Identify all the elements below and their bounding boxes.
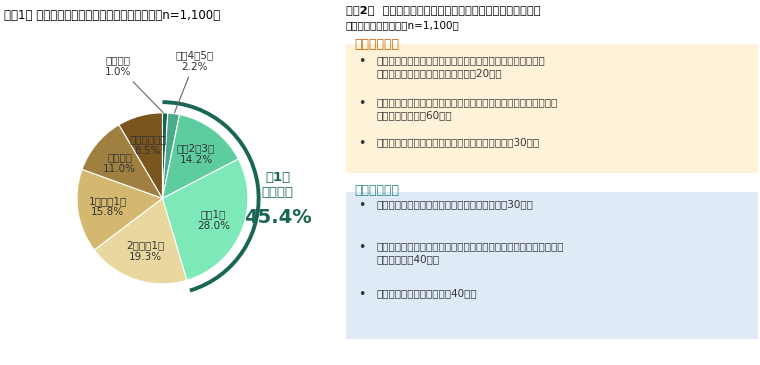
Text: （自由回答一部抜粋：n=1,100）: （自由回答一部抜粋：n=1,100） bbox=[346, 20, 460, 30]
Text: コロナ前は特に無かったが、コロナ後は、鍋を箸でつつく事が気に
なる。（男性40代）: コロナ前は特に無かったが、コロナ後は、鍋を箸でつつく事が気に なる。（男性40代… bbox=[377, 241, 565, 264]
Wedge shape bbox=[163, 113, 179, 198]
Text: ほぼ毎日
1.0%: ほぼ毎日 1.0% bbox=[105, 55, 163, 113]
Text: ＜図2＞  鍋料理を食べるときに楽しみなこと、気になること: ＜図2＞ 鍋料理を食べるときに楽しみなこと、気になること bbox=[346, 5, 540, 15]
Text: 週1回
以上・計: 週1回 以上・計 bbox=[262, 171, 294, 199]
Text: 気になること: 気になること bbox=[354, 184, 399, 197]
Wedge shape bbox=[77, 169, 163, 250]
Wedge shape bbox=[119, 113, 163, 198]
Text: •: • bbox=[358, 199, 366, 212]
Text: 楽しみなこと: 楽しみなこと bbox=[354, 38, 399, 51]
Wedge shape bbox=[163, 159, 248, 280]
Text: •: • bbox=[358, 55, 366, 68]
Text: •: • bbox=[358, 288, 366, 301]
Wedge shape bbox=[163, 113, 168, 198]
Text: 週に2～3回
14.2%: 週に2～3回 14.2% bbox=[177, 143, 215, 165]
Text: このご時世なので人と鍋はしたくない。（女性30代）: このご時世なので人と鍋はしたくない。（女性30代） bbox=[377, 199, 534, 209]
Text: •: • bbox=[358, 241, 366, 254]
FancyBboxPatch shape bbox=[346, 44, 758, 173]
Text: 沢山の種類の薬味を用意する。鍋は簡単なのに家ではごちそ
う気分で家族全員で食べる。（女性20代）: 沢山の種類の薬味を用意する。鍋は簡単なのに家ではごちそ う気分で家族全員で食べる… bbox=[377, 55, 546, 78]
Text: 2週間に1回
19.3%: 2週間に1回 19.3% bbox=[126, 240, 164, 262]
FancyBboxPatch shape bbox=[346, 192, 758, 339]
Text: 45.4%: 45.4% bbox=[244, 208, 312, 227]
Wedge shape bbox=[163, 115, 239, 198]
Text: 週に1回
28.0%: 週に1回 28.0% bbox=[197, 209, 230, 231]
Wedge shape bbox=[82, 125, 163, 198]
Text: •: • bbox=[358, 97, 366, 110]
Text: みんなでわいわいガヤガヤしゃべりながら、お酒を飲みながら過
ごすこと。（女性60代）: みんなでわいわいガヤガヤしゃべりながら、お酒を飲みながら過 ごすこと。（女性60… bbox=[377, 97, 558, 120]
Text: 週に4～5回
2.2%: 週に4～5回 2.2% bbox=[175, 50, 214, 113]
Text: 全く食べない
8.5%: 全く食べない 8.5% bbox=[129, 134, 166, 155]
Text: マンネリになりがち（女性40代）: マンネリになりがち（女性40代） bbox=[377, 288, 477, 298]
Text: •: • bbox=[358, 137, 366, 150]
Text: 1か月に1回
15.8%: 1か月に1回 15.8% bbox=[88, 196, 127, 218]
Text: ＜図1＞ 秋冬に鍋料理を食べる頻度（単一回答：n=1,100）: ＜図1＞ 秋冬に鍋料理を食べる頻度（単一回答：n=1,100） bbox=[4, 9, 220, 22]
Wedge shape bbox=[94, 198, 187, 284]
Text: 野菜を無理なくたくさん食べられること。（男性30代）: 野菜を無理なくたくさん食べられること。（男性30代） bbox=[377, 137, 540, 147]
Text: それ以下
11.0%: それ以下 11.0% bbox=[103, 152, 136, 174]
